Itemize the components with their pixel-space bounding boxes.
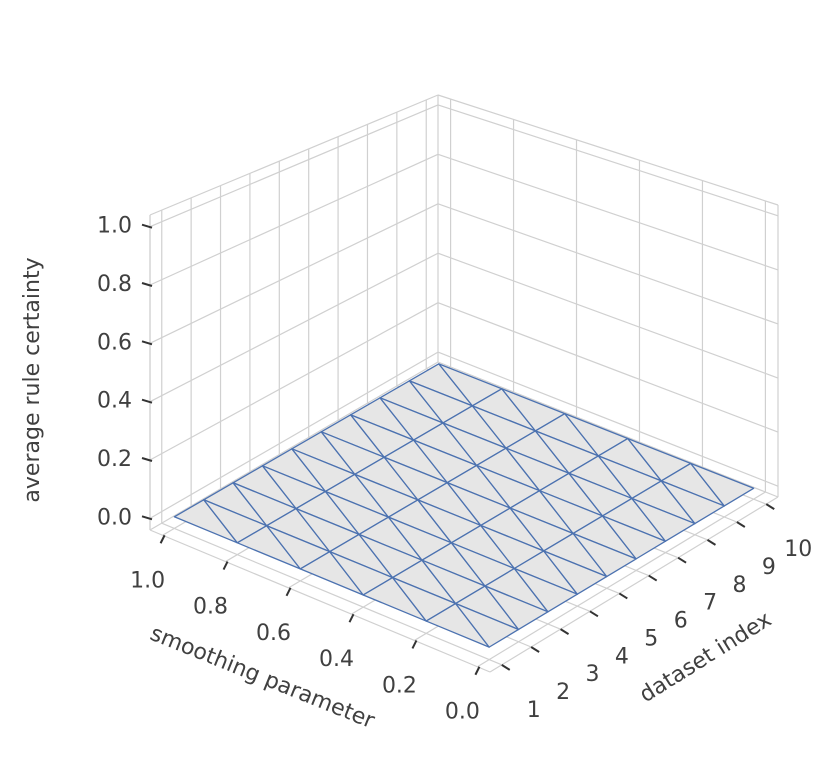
y-tick-label: 6	[674, 609, 688, 634]
surface-facet	[484, 585, 549, 631]
grid-line	[149, 252, 439, 403]
x-tick	[474, 666, 481, 676]
x-tick	[411, 639, 418, 649]
y-axis-label: dataset index	[635, 607, 776, 708]
z-tick-label: 0.8	[97, 272, 132, 297]
surface-facet	[631, 497, 696, 542]
y-tick-label: 2	[556, 680, 570, 705]
grid-line	[437, 252, 779, 379]
grid-line	[437, 104, 779, 217]
x-tick-label: 0.4	[319, 647, 354, 672]
x-tick-label: 0.0	[445, 700, 480, 725]
y-tick	[589, 610, 599, 618]
grid-line	[437, 302, 779, 433]
grid-line	[149, 351, 439, 519]
z-axis-label: average rule certainty	[20, 257, 45, 502]
grid-line	[437, 203, 779, 325]
grid-line	[149, 153, 439, 286]
y-tick	[736, 521, 746, 528]
grid-line	[149, 104, 439, 228]
y-tick	[530, 646, 540, 653]
x-tick-label: 1.0	[130, 568, 165, 593]
pane-edge	[437, 94, 779, 206]
y-tick	[765, 503, 775, 510]
grid-line	[437, 153, 779, 271]
surface-facet	[601, 515, 667, 560]
y-tick-label: 4	[615, 644, 629, 669]
z-tick	[141, 223, 153, 229]
z-tick	[141, 398, 153, 404]
x-tick	[159, 534, 166, 544]
x-tick-label: 0.2	[382, 673, 417, 698]
grid-line	[437, 351, 779, 487]
surface-facet	[690, 462, 755, 507]
z-tick	[141, 457, 153, 462]
surface-facet	[660, 480, 725, 525]
y-tick	[648, 574, 658, 582]
surface-facet	[454, 602, 520, 648]
y-tick	[706, 539, 716, 546]
x-tick	[285, 587, 292, 597]
z-tick	[141, 282, 153, 287]
pane-edge	[149, 361, 439, 531]
z-tick-label: 0.0	[97, 505, 132, 530]
grid-line	[149, 302, 439, 461]
surface-facet	[572, 532, 637, 578]
grid-line	[161, 522, 502, 666]
y-tick	[618, 592, 628, 600]
y-tick-label: 8	[732, 573, 746, 598]
z-tick-label: 0.4	[97, 389, 132, 414]
pane-edge	[149, 94, 439, 216]
y-tick-label: 5	[644, 626, 658, 651]
x-tick	[348, 613, 355, 623]
grid-line	[149, 203, 439, 344]
y-axis-line	[489, 496, 779, 673]
x-axis-line	[149, 529, 491, 673]
surface-facet	[543, 550, 608, 595]
x-tick-label: 0.6	[256, 621, 291, 646]
x-tick	[222, 561, 229, 571]
y-tick-label: 9	[762, 555, 776, 580]
y-tick-label: 7	[703, 591, 717, 616]
pane-edge	[437, 361, 779, 498]
y-tick-label: 10	[784, 537, 812, 562]
y-tick-label: 1	[527, 698, 541, 723]
y-tick	[560, 628, 570, 635]
y-tick	[677, 556, 687, 564]
x-tick-label: 0.8	[193, 595, 228, 620]
z-tick-label: 0.6	[97, 330, 132, 355]
z-tick	[141, 340, 153, 346]
grid-line	[477, 491, 766, 668]
y-tick	[501, 664, 511, 671]
y-tick-label: 3	[586, 662, 600, 687]
z-tick-label: 1.0	[97, 214, 132, 239]
z-tick	[141, 515, 153, 521]
z-tick-label: 0.2	[97, 447, 132, 472]
surface-facet	[513, 567, 578, 613]
